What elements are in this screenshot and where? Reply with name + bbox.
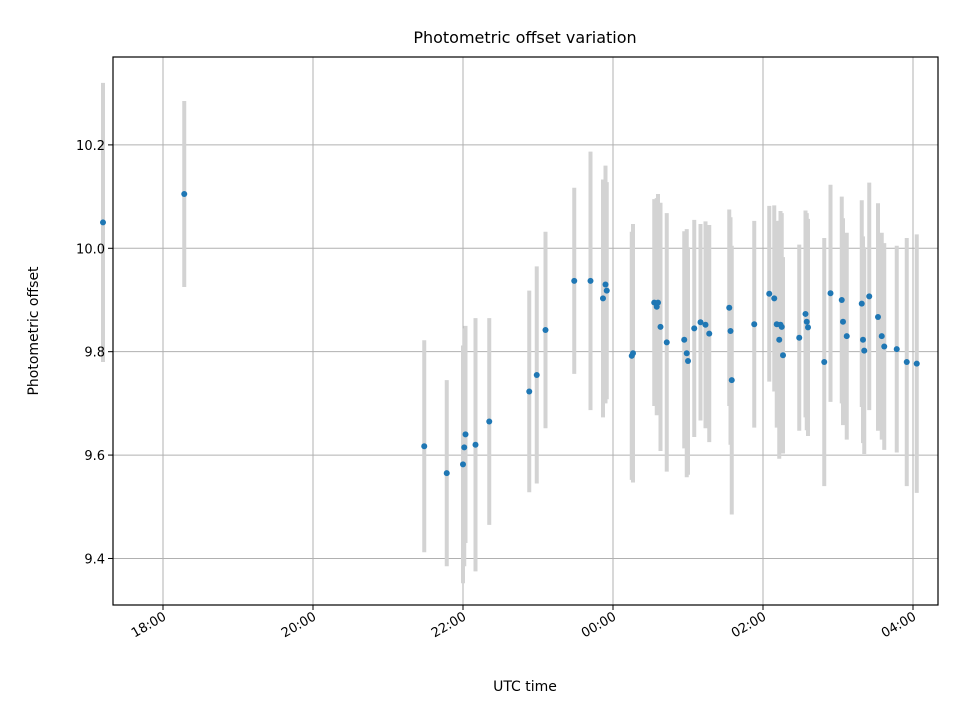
- data-point: [602, 281, 609, 288]
- data-point: [778, 323, 785, 330]
- data-point: [866, 293, 873, 300]
- data-point: [878, 333, 885, 340]
- y-tick-label: 9.6: [84, 449, 105, 464]
- data-point: [600, 295, 606, 302]
- data-point: [858, 300, 865, 307]
- data-point: [421, 443, 428, 450]
- data-point: [657, 323, 664, 330]
- data-point: [776, 336, 783, 343]
- data-point: [881, 343, 888, 350]
- data-point: [486, 418, 493, 425]
- data-point: [843, 333, 850, 340]
- data-point: [587, 277, 594, 284]
- data-point: [860, 336, 866, 343]
- plot-frame: [112, 56, 939, 606]
- data-point: [603, 287, 610, 294]
- data-point: [726, 304, 733, 311]
- data-point: [727, 328, 734, 334]
- data-point: [771, 295, 778, 302]
- data-point: [821, 359, 828, 366]
- data-point: [803, 318, 810, 325]
- data-point: [913, 360, 920, 367]
- data-point: [780, 352, 786, 359]
- data-point: [681, 336, 688, 343]
- y-tick-label: 10.2: [76, 139, 105, 154]
- data-point: [542, 326, 549, 333]
- data-point: [181, 191, 188, 197]
- data-point: [630, 350, 636, 357]
- data-point: [838, 296, 845, 303]
- data-point: [443, 470, 450, 477]
- data-point: [875, 314, 881, 321]
- data-point: [903, 359, 910, 366]
- data-point: [827, 290, 834, 297]
- data-point: [796, 334, 803, 341]
- y-tick-label: 9.4: [84, 552, 105, 567]
- data-point: [655, 299, 661, 306]
- data-point: [462, 431, 469, 438]
- x-axis-label: UTC time: [493, 679, 557, 695]
- data-point: [802, 310, 809, 317]
- data-point: [460, 461, 466, 468]
- data-point: [697, 319, 704, 326]
- data-point: [100, 219, 106, 226]
- data-point: [691, 325, 698, 332]
- data-point: [893, 346, 900, 353]
- data-point: [663, 339, 670, 346]
- data-point: [472, 441, 479, 448]
- y-tick-label: 9.8: [84, 346, 105, 361]
- data-point: [861, 347, 868, 354]
- data-point: [461, 444, 468, 451]
- data-point: [805, 324, 811, 331]
- data-point: [685, 357, 691, 364]
- data-point: [702, 321, 709, 328]
- data-point: [526, 388, 533, 395]
- y-axis-label: Photometric offset: [26, 266, 42, 396]
- data-point: [840, 318, 846, 325]
- data-point: [533, 371, 540, 378]
- y-tick-label: 10.0: [76, 242, 105, 257]
- data-point: [751, 321, 758, 328]
- data-point: [766, 290, 773, 297]
- chart-title: Photometric offset variation: [413, 28, 636, 47]
- data-point: [571, 277, 578, 284]
- data-points: [100, 191, 920, 477]
- data-point: [706, 330, 713, 337]
- data-point: [728, 377, 735, 384]
- data-point: [683, 350, 690, 357]
